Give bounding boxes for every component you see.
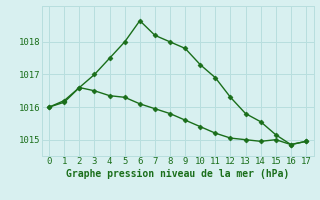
X-axis label: Graphe pression niveau de la mer (hPa): Graphe pression niveau de la mer (hPa) bbox=[66, 169, 289, 179]
